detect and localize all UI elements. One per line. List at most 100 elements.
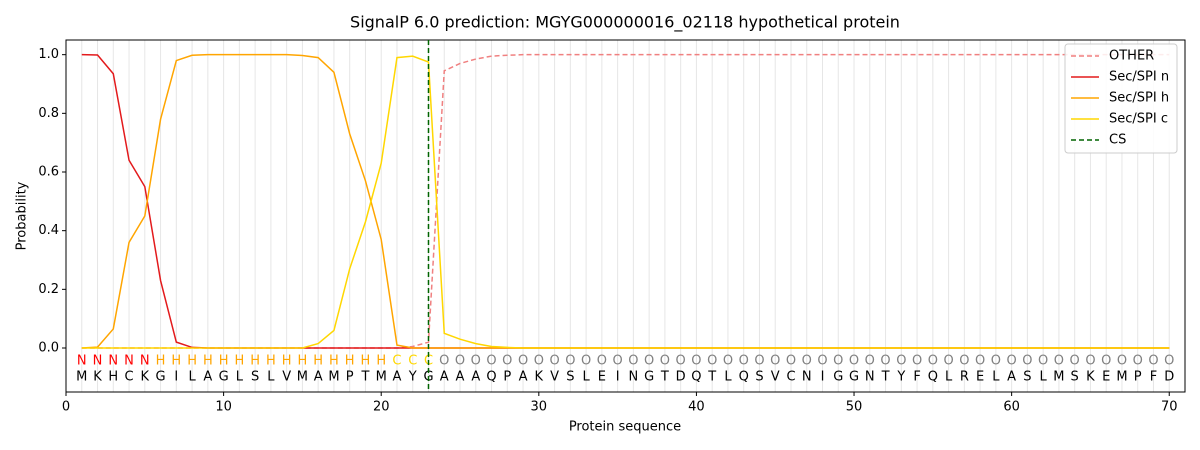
- residue: P: [1134, 370, 1142, 385]
- residue: I: [616, 370, 620, 385]
- residue-label: O: [439, 354, 449, 369]
- residue: G: [219, 370, 229, 385]
- residue-label: O: [1022, 354, 1032, 369]
- residue-label: C: [408, 354, 417, 369]
- residue-label: O: [802, 354, 812, 369]
- y-tick-label: 0.2: [38, 282, 59, 297]
- residue: N: [865, 370, 875, 385]
- residue-label: O: [943, 354, 953, 369]
- residue-label: H: [298, 354, 308, 369]
- y-axis-label: Probability: [15, 181, 30, 250]
- residue: I: [174, 370, 178, 385]
- residue: A: [456, 370, 465, 385]
- residue-label: O: [1070, 354, 1080, 369]
- residue: A: [519, 370, 528, 385]
- residue: T: [660, 370, 669, 385]
- residue-label: H: [313, 354, 323, 369]
- residue: P: [346, 370, 354, 385]
- residue-label: H: [187, 354, 197, 369]
- residue-label: O: [581, 354, 591, 369]
- residue: Q: [928, 370, 938, 385]
- residue-label: O: [959, 354, 969, 369]
- residue-label: O: [975, 354, 985, 369]
- residue-label: O: [691, 354, 701, 369]
- residue: Y: [896, 370, 905, 385]
- residue: K: [1086, 370, 1095, 385]
- residue-label: O: [1054, 354, 1064, 369]
- residue: D: [676, 370, 686, 385]
- residue: S: [1023, 370, 1031, 385]
- residue-label: O: [1085, 354, 1095, 369]
- residue-label: O: [1133, 354, 1143, 369]
- residue: G: [644, 370, 654, 385]
- residue-label: O: [723, 354, 733, 369]
- x-tick-label: 20: [373, 400, 390, 415]
- x-tick-label: 70: [1161, 400, 1178, 415]
- y-tick-label: 0.4: [38, 223, 59, 238]
- series-line: [81, 53, 1170, 349]
- residue: A: [203, 370, 212, 385]
- residue: M: [297, 370, 308, 385]
- legend-box: [1064, 43, 1178, 154]
- residue-label: O: [613, 354, 623, 369]
- residue: C: [125, 370, 134, 385]
- residue-label: H: [345, 354, 355, 369]
- x-tick-label: 10: [215, 400, 232, 415]
- residue-label: O: [597, 354, 607, 369]
- residue-label: H: [203, 354, 213, 369]
- residue-label: O: [486, 354, 496, 369]
- residue: V: [550, 370, 559, 385]
- residue: L: [188, 370, 196, 385]
- residue-label: O: [833, 354, 843, 369]
- residue-label: O: [565, 354, 575, 369]
- x-axis-label: Protein sequence: [569, 420, 681, 435]
- residue: M: [76, 370, 87, 385]
- residue: F: [1150, 370, 1157, 385]
- residue-label: O: [644, 354, 654, 369]
- residue: L: [582, 370, 590, 385]
- residue-label: O: [549, 354, 559, 369]
- chart-title: SignalP 6.0 prediction: MGYG000000016_02…: [350, 13, 900, 33]
- residue: A: [314, 370, 323, 385]
- residue-label: H: [282, 354, 292, 369]
- residue-label: O: [518, 354, 528, 369]
- residue-label: O: [1148, 354, 1158, 369]
- residue-label: O: [660, 354, 670, 369]
- residue: M: [1116, 370, 1127, 385]
- residue-label: O: [1164, 354, 1174, 369]
- residue: A: [393, 370, 402, 385]
- legend-label: Sec/SPI n: [1109, 70, 1169, 85]
- residue: V: [282, 370, 291, 385]
- residue-label: C: [392, 354, 401, 369]
- residue: K: [535, 370, 544, 385]
- legend-label: Sec/SPI c: [1109, 112, 1168, 127]
- residue: G: [849, 370, 859, 385]
- residue-label: O: [1038, 354, 1048, 369]
- residue: L: [267, 370, 275, 385]
- residue-label: N: [140, 354, 150, 369]
- residue-label: H: [250, 354, 260, 369]
- y-tick-label: 0.0: [38, 341, 59, 356]
- residue: E: [598, 370, 606, 385]
- residue: F: [913, 370, 920, 385]
- y-tick-label: 0.6: [38, 165, 59, 180]
- residue: L: [1040, 370, 1048, 385]
- residue-label: H: [266, 354, 276, 369]
- residue-label: O: [991, 354, 1001, 369]
- residue: N: [629, 370, 639, 385]
- residue-label: O: [502, 354, 512, 369]
- residue: E: [976, 370, 984, 385]
- x-tick-label: 30: [531, 400, 548, 415]
- residue: S: [566, 370, 574, 385]
- residue-label: O: [849, 354, 859, 369]
- residue: T: [881, 370, 890, 385]
- residue-label: O: [1007, 354, 1017, 369]
- residue-label: O: [739, 354, 749, 369]
- residue-label: O: [676, 354, 686, 369]
- residue-label: O: [628, 354, 638, 369]
- residue-label: N: [108, 354, 118, 369]
- residue-label: O: [912, 354, 922, 369]
- y-tick-label: 1.0: [38, 47, 59, 62]
- residue: L: [724, 370, 732, 385]
